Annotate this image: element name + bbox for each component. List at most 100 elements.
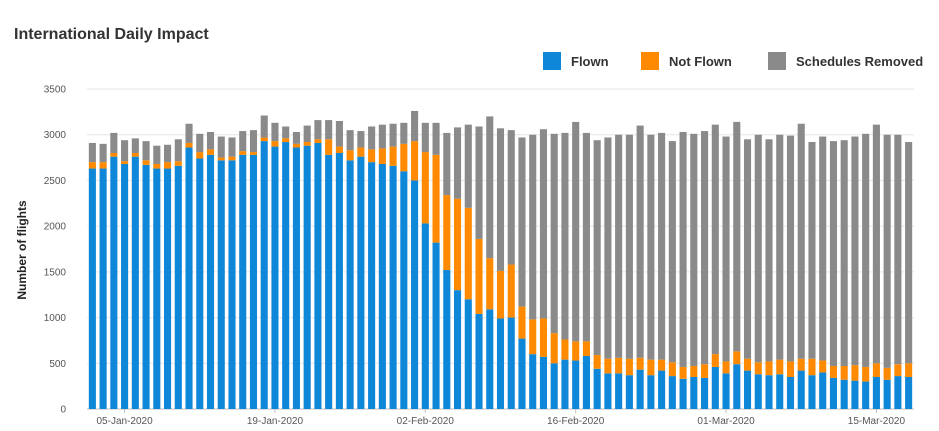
bar-not-flown <box>754 362 762 375</box>
bar-schedules-removed <box>507 130 515 265</box>
bar-schedules-removed <box>453 127 462 199</box>
bar-schedules-removed <box>131 138 139 153</box>
x-tick-label: 19-Jan-2020 <box>247 416 304 427</box>
bar-flown <box>292 147 300 409</box>
bar-schedules-removed <box>840 140 848 367</box>
bar-not-flown <box>475 238 483 314</box>
bar-flown <box>443 270 451 409</box>
bar-flown <box>894 376 902 409</box>
bar-not-flown <box>582 341 590 356</box>
bar-flown <box>121 163 129 409</box>
bar-flown <box>453 290 462 409</box>
bar-flown <box>733 364 741 409</box>
bar-not-flown <box>432 154 440 243</box>
bar-flown <box>572 360 580 409</box>
bar-not-flown <box>206 149 215 155</box>
bar-schedules-removed <box>475 126 483 239</box>
legend-label-flown: Flown <box>571 53 609 69</box>
bar-not-flown <box>496 270 505 319</box>
bar-flown <box>507 317 515 409</box>
bar-schedules-removed <box>325 120 333 140</box>
bar-schedules-removed <box>819 136 827 361</box>
bar-schedules-removed <box>174 139 182 162</box>
bar-schedules-removed <box>711 124 719 355</box>
legend: Flown Not Flown Schedules Removed <box>0 52 939 74</box>
bar-flown <box>217 160 225 409</box>
bar-schedules-removed <box>389 123 397 147</box>
bar-not-flown <box>411 141 419 181</box>
bar-not-flown <box>679 366 687 379</box>
bar-flown <box>142 164 150 409</box>
bar-schedules-removed <box>206 131 215 150</box>
bar-flown <box>464 299 472 409</box>
legend-label-schedules-removed: Schedules Removed <box>796 53 924 69</box>
bar-schedules-removed <box>432 122 440 155</box>
bar-not-flown <box>174 161 182 166</box>
x-tick-label: 01-Mar-2020 <box>697 416 755 427</box>
bar-not-flown <box>883 367 891 380</box>
bar-not-flown <box>142 160 150 165</box>
bar-flown <box>851 380 859 409</box>
legend-swatch-not-flown <box>641 52 659 70</box>
bar-schedules-removed <box>851 136 859 366</box>
bar-not-flown <box>668 362 676 377</box>
bar-not-flown <box>153 163 161 169</box>
bar-not-flown <box>862 366 870 382</box>
bar-flown <box>314 142 322 409</box>
bar-flown <box>378 163 386 409</box>
bar-flown <box>475 313 483 409</box>
x-tick-label: 16-Feb-2020 <box>547 416 605 427</box>
bar-flown <box>357 156 365 409</box>
bar-not-flown <box>303 142 311 146</box>
bar-not-flown <box>840 366 848 380</box>
bar-schedules-removed <box>582 132 590 342</box>
bar-not-flown <box>572 341 580 361</box>
legend-swatch-schedules-removed <box>768 52 786 70</box>
bar-schedules-removed <box>733 121 741 352</box>
bar-schedules-removed <box>421 122 429 153</box>
x-tick-label: 15-Mar-2020 <box>848 416 906 427</box>
bar-schedules-removed <box>110 132 118 153</box>
bar-flown <box>335 153 343 409</box>
bar-schedules-removed <box>464 124 472 208</box>
bar-flown <box>615 373 623 409</box>
legend-item-not-flown[interactable]: Not Flown <box>641 52 732 70</box>
y-axis: 0 500 1000 1500 2000 2500 3000 3500 <box>44 85 67 416</box>
bar-not-flown <box>765 361 773 376</box>
bar-flown <box>550 363 558 409</box>
bar-flown <box>862 381 870 409</box>
bar-flown <box>754 374 762 409</box>
bar-schedules-removed <box>357 131 365 148</box>
bar-schedules-removed <box>829 141 837 367</box>
bar-schedules-removed <box>808 142 816 359</box>
bar-not-flown <box>507 264 515 318</box>
bar-not-flown <box>249 152 258 155</box>
bar-flown <box>271 146 279 409</box>
bar-schedules-removed <box>196 133 204 153</box>
bar-not-flown <box>260 137 268 142</box>
bar-not-flown <box>228 156 236 161</box>
bar-flown <box>110 156 118 409</box>
bar-schedules-removed <box>572 121 580 342</box>
bar-flown <box>840 379 848 409</box>
bar-schedules-removed <box>786 135 795 362</box>
legend-item-flown[interactable]: Flown <box>543 52 609 70</box>
bar-schedules-removed <box>228 137 236 157</box>
bar-flown <box>249 154 258 409</box>
bar-schedules-removed <box>443 132 451 196</box>
bar-not-flown <box>271 141 279 147</box>
bar-flown <box>679 378 687 409</box>
legend-item-schedules-removed[interactable]: Schedules Removed <box>768 52 923 70</box>
bar-schedules-removed <box>722 136 730 362</box>
y-tick-label: 1500 <box>44 267 67 278</box>
bar-schedules-removed <box>604 137 612 359</box>
bar-schedules-removed <box>153 145 161 164</box>
bar-schedules-removed <box>260 115 268 138</box>
bar-not-flown <box>722 361 730 374</box>
bar-schedules-removed <box>411 110 419 142</box>
bar-not-flown <box>443 195 451 271</box>
y-tick-label: 3500 <box>44 85 67 96</box>
bar-schedules-removed <box>743 139 752 359</box>
bar-flown <box>496 318 505 409</box>
